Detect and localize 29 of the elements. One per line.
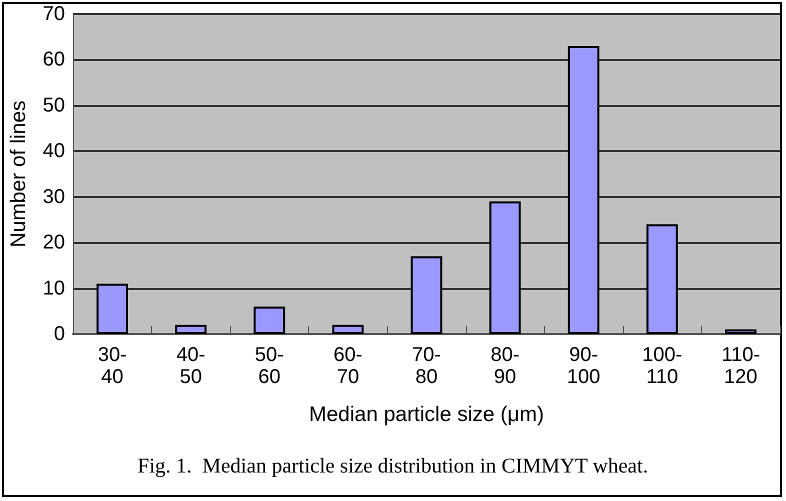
bar [254,306,286,334]
x-tick-label: 50-60 [254,344,284,388]
bar [568,46,600,334]
y-tick-label: 40 [42,140,65,162]
y-tick-label: 10 [42,277,65,300]
x-tick-label: 80-90 [490,344,520,388]
bar [410,256,442,334]
y-tick-label: 30 [42,186,65,208]
y-tick-label: 50 [42,94,65,116]
y-tick-label: 0 [54,323,65,345]
bar [725,329,756,334]
x-tick-label: 90-100 [566,344,600,388]
bar [489,201,521,334]
y-axis-title: Number of lines [7,100,30,248]
y-tick-label: 70 [42,3,65,25]
x-tick-label: 60-70 [333,344,362,388]
y-tick-label: 20 [42,232,65,254]
caption: Fig. 1. Median particle size distribution in CIMMYT wheat. [138,454,648,478]
bar [332,324,364,334]
bar [646,224,678,334]
bar [96,284,128,334]
x-tick-label: 100-110 [642,344,682,388]
x-tick-label: 110-120 [721,344,760,388]
x-tick-label: 70-80 [412,344,441,388]
x-tick-label: 30-40 [98,344,127,388]
x-axis-title: Median particle size (μm) [309,403,544,426]
y-tick-label: 60 [42,48,65,71]
bar [175,324,207,334]
x-tick-label: 40-50 [176,344,206,388]
